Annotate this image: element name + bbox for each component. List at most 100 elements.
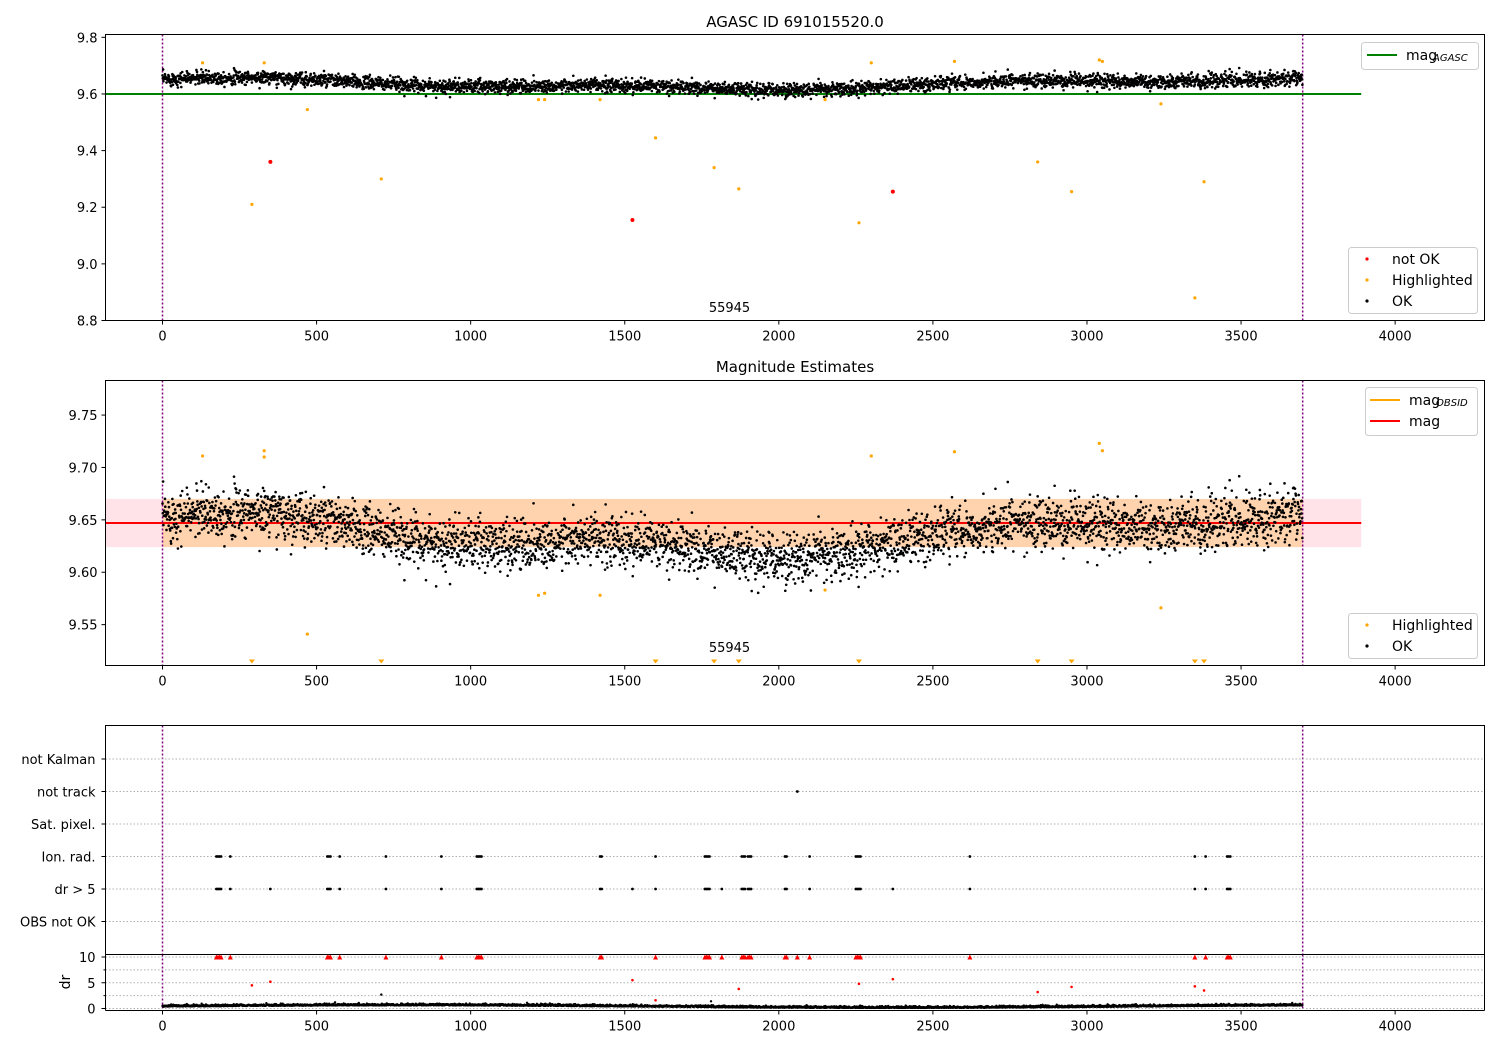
ok-point [476,562,480,565]
ok-point [293,80,296,83]
ok-point [423,527,427,530]
ok-point [463,526,467,530]
ok-point [229,516,232,520]
ok-point [417,538,420,542]
ok-point [186,493,189,496]
ok-point [440,537,443,541]
ok-point [441,531,444,535]
ok-point [208,510,212,513]
ok-point [1300,73,1304,77]
ok-point [948,90,951,94]
ok-point [318,519,322,523]
ok-point [266,497,270,501]
ok-point [165,518,169,521]
ok-point [483,530,486,534]
ok-point [1045,84,1048,88]
ok-point [460,558,463,562]
ok-point [433,548,436,551]
ok-point [477,566,481,570]
ok-point [953,76,957,79]
ok-point [274,70,277,74]
ok-point [523,522,527,525]
ok-point [238,489,242,492]
ok-point [335,507,339,511]
x-tick-label: 1000 [454,330,487,345]
ok-point [286,508,290,511]
ok-point [782,81,785,85]
ok-point [520,529,523,533]
ok-point [476,539,479,542]
ok-point [189,520,193,524]
ok-point [400,521,403,525]
ok-point [423,80,427,84]
ok-point [167,75,171,78]
ok-point [1079,74,1082,78]
ok-point [358,522,362,526]
ok-point [200,68,203,71]
ok-point [530,558,533,562]
ok-point [351,496,354,500]
ok-point [281,525,285,529]
ok-point [342,513,345,517]
ok-point [191,73,195,77]
ok-point [1182,85,1186,88]
ok-point [509,568,512,572]
ok-point [957,78,961,81]
ok-point [422,89,426,93]
ok-point [620,77,623,81]
highlighted-point [653,136,658,140]
ok-point [498,545,501,549]
ok-point [473,543,477,546]
ok-point [1230,74,1233,78]
ok-point [971,77,974,81]
ok-point [441,82,444,85]
ok-point [1103,72,1106,76]
ok-point [851,78,854,82]
ok-point [532,74,535,77]
ok-point [670,79,673,82]
ok-point [381,552,385,556]
ok-point [232,475,236,478]
ok-point [988,76,992,80]
ok-point [793,95,797,99]
ok-point [415,525,418,528]
ok-point [364,546,368,550]
ok-point [441,549,444,553]
ok-point [991,87,995,90]
ok-point [367,544,370,547]
ok-point [428,529,431,532]
ok-point [939,74,943,78]
ok-point [487,539,490,542]
ok-point [1180,72,1183,75]
ok-point [264,494,267,498]
ok-point [306,532,310,536]
ok-point [278,495,281,498]
ok-point [1210,71,1214,74]
highlighted-point [536,98,541,102]
ok-point [922,85,925,89]
ok-point [484,526,488,529]
ok-point [274,490,277,494]
ok-point [524,81,528,85]
x-tick-label: 3000 [1070,330,1103,345]
ok-point [690,76,694,80]
ok-point [432,540,435,544]
ok-point [499,530,503,534]
ok-point [1240,85,1244,88]
ok-point [286,528,289,531]
ok-point [371,522,375,526]
ok-point [364,86,368,89]
ok-point [457,76,461,80]
ok-point [1246,81,1250,85]
ok-point [1248,71,1251,74]
ok-point [964,87,968,91]
ok-point [447,551,451,555]
ok-point [447,81,450,85]
ok-point [470,85,473,89]
ok-point [297,509,301,513]
ok-point [321,82,324,85]
ok-point [1116,72,1120,75]
ok-point [465,89,469,93]
ok-point [204,506,207,510]
ok-point [269,519,273,523]
